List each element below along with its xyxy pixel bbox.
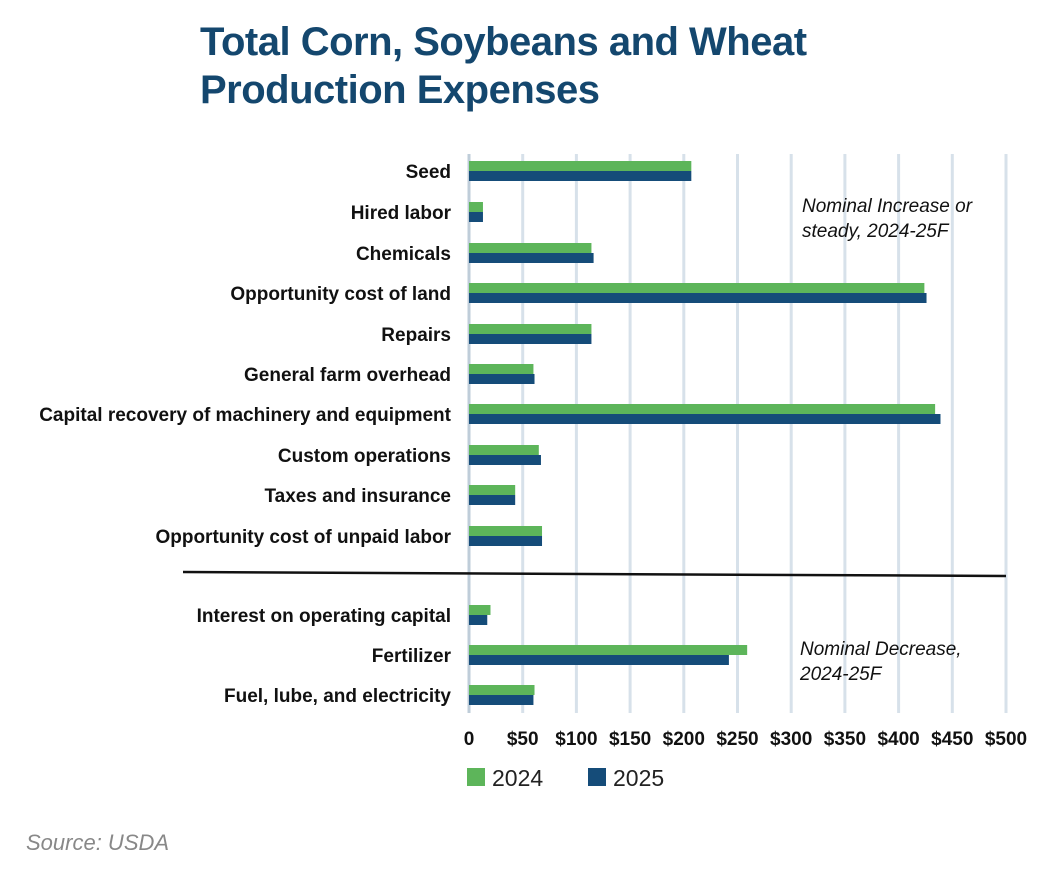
grid-lines <box>467 154 1008 713</box>
bar-2025 <box>469 253 594 263</box>
category-label: Repairs <box>381 325 451 346</box>
bar-2024 <box>469 685 535 695</box>
bar-2024 <box>469 243 592 253</box>
bar-2025 <box>469 695 534 705</box>
category-label: Fertilizer <box>372 646 452 667</box>
bar-2025 <box>469 495 516 505</box>
bar-2024 <box>469 605 491 615</box>
category-label: Opportunity cost of land <box>230 284 451 305</box>
bar-2024 <box>469 445 539 455</box>
bar-2024 <box>469 324 592 334</box>
category-labels: Seed Hired labor Chemicals Opportunity cost… <box>39 162 451 707</box>
bar-2024 <box>469 485 516 495</box>
annotations: Nominal Increase or steady, 2024-25F Nomin… <box>799 196 973 685</box>
annotation-text: Nominal Decrease, <box>800 639 962 660</box>
bar-2024 <box>469 161 692 171</box>
bar-2025 <box>469 455 541 465</box>
bar-2024 <box>469 202 483 212</box>
category-label: Chemicals <box>356 244 451 265</box>
bar-2025 <box>469 334 592 344</box>
x-tick-label: $200 <box>663 729 705 750</box>
group-divider-line <box>182 570 1007 578</box>
category-label: Custom operations <box>278 446 451 467</box>
category-label: Seed <box>406 162 451 183</box>
x-tick-label: $500 <box>985 729 1027 750</box>
x-tick-label: $250 <box>716 729 758 750</box>
x-tick-label: $450 <box>931 729 973 750</box>
bar-2025 <box>469 293 927 303</box>
annotation-text: 2024-25F <box>799 664 883 685</box>
legend-swatch-2025 <box>588 768 606 786</box>
category-label: Interest on operating capital <box>197 606 451 627</box>
category-label: Capital recovery of machinery and equipm… <box>39 405 451 426</box>
annotation-text: Nominal Increase or <box>802 196 973 217</box>
source-note: Source: USDA <box>26 830 170 855</box>
bar-2025 <box>469 536 543 546</box>
category-label: Taxes and insurance <box>264 486 451 507</box>
category-label: Hired labor <box>351 203 452 224</box>
x-tick-label: $50 <box>507 729 539 750</box>
bar-2025 <box>469 615 488 625</box>
x-tick-label: 0 <box>464 729 475 750</box>
category-label: Opportunity cost of unpaid labor <box>155 527 451 548</box>
bar-2024 <box>469 526 543 536</box>
bar-2025 <box>469 171 692 181</box>
x-tick-label: $300 <box>770 729 812 750</box>
bars <box>469 161 941 705</box>
legend-swatch-2024 <box>467 768 485 786</box>
legend: 2024 2025 <box>467 765 664 791</box>
legend-label: 2024 <box>492 765 543 791</box>
chart-title: Total Corn, Soybeans and Wheat Productio… <box>200 18 960 114</box>
chart-title-line-1: Total Corn, Soybeans and Wheat <box>200 20 807 64</box>
bar-2025 <box>469 374 535 384</box>
x-tick-label: $350 <box>824 729 866 750</box>
bar-2024 <box>469 283 925 293</box>
legend-label: 2025 <box>613 765 664 791</box>
chart-title-line-2: Production Expenses <box>200 68 600 112</box>
x-tick-label: $100 <box>555 729 597 750</box>
x-tick-label: $150 <box>609 729 651 750</box>
bar-2024 <box>469 404 936 414</box>
bar-2024 <box>469 364 534 374</box>
x-tick-label: $400 <box>877 729 919 750</box>
bar-2024 <box>469 645 748 655</box>
bar-2025 <box>469 414 941 424</box>
category-label: Fuel, lube, and electricity <box>224 686 451 707</box>
x-tick-labels: 0 $50 $100 $150 $200 $250 $300 $350 $400 $450 $500 <box>464 729 1027 750</box>
bar-2025 <box>469 655 729 665</box>
category-label: General farm overhead <box>244 365 451 386</box>
bar-2025 <box>469 212 483 222</box>
annotation-text: steady, 2024-25F <box>802 221 950 242</box>
